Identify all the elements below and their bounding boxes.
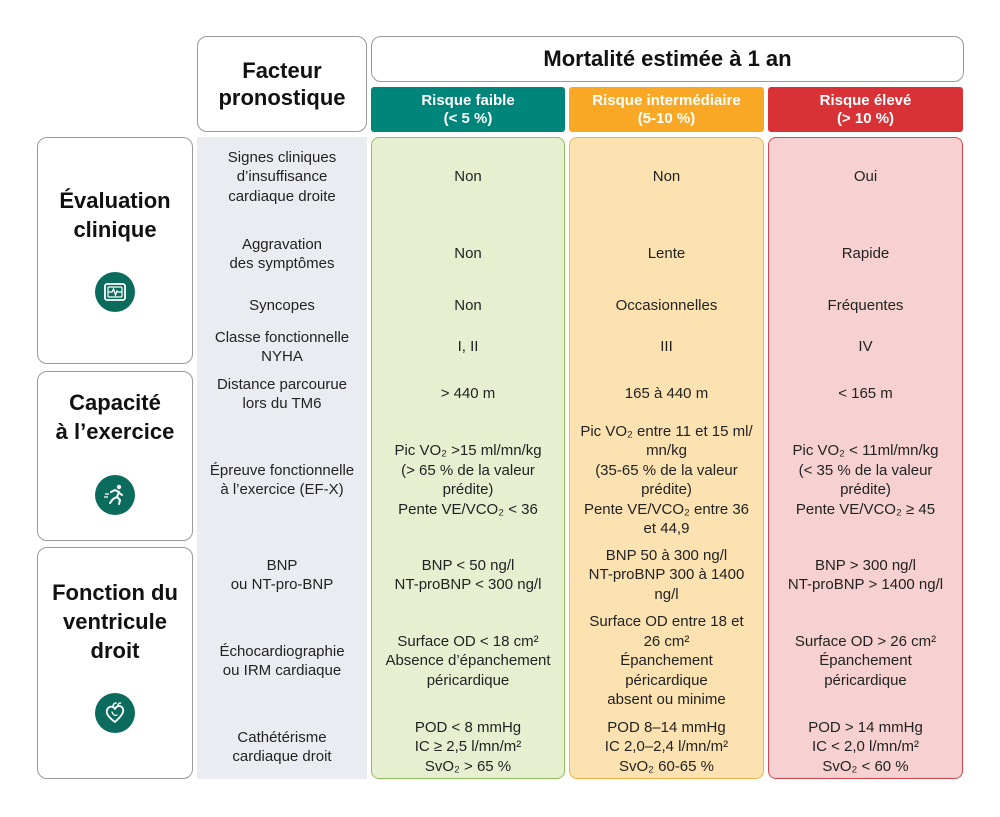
risk-low-cell: POD < 8 mmHg IC ≥ 2,5 l/mn/m² SvO₂ > 65 … [414, 718, 522, 775]
risk-intermediate-cell: POD 8–14 mmHg IC 2,0–2,4 l/mn/m² SvO₂ 60… [604, 718, 729, 775]
risk-intermediate-cell: III [660, 338, 673, 356]
factor-cell: Signes cliniques d’insuffisance cardiaqu… [227, 148, 337, 205]
risk-intermediate-cell: 165 à 440 m [624, 385, 709, 403]
risk-low-cell: Surface OD < 18 cm² Absence d’épanchemen… [385, 632, 551, 689]
risk-intermediate-cell: BNP 50 à 300 ng/l NT-proBNP 300 à 1400 n… [588, 546, 745, 603]
factor-cell: Échocardiographie ou IRM cardiaque [219, 642, 345, 680]
factor-column-header: Facteur pronostique [197, 36, 367, 132]
mortality-header: Mortalité estimée à 1 an [371, 36, 964, 82]
factor-column [197, 137, 367, 779]
risk-intermediate-label: Risque intermédiaire (5-10 %) [592, 91, 741, 127]
factor-cell: BNP ou NT-pro-BNP [230, 556, 334, 594]
risk-high-cell: Pic VO₂ < 11ml/mn/kg (< 35 % de la valeu… [792, 442, 939, 518]
risk-high-cell: POD > 14 mmHg IC < 2,0 l/mn/m² SvO₂ < 60… [808, 718, 923, 775]
risk-high-cell: BNP > 300 ng/l NT-proBNP > 1400 ng/l [787, 556, 944, 594]
risk-low-cell: BNP < 50 ng/l NT-proBNP < 300 ng/l [394, 556, 542, 594]
risk-low-cell: Non [454, 297, 482, 315]
category-exercise-capacity: Capacité à l’exercice [37, 371, 193, 541]
risk-low-cell: Non [454, 245, 482, 263]
risk-intermediate-cell: Non [652, 168, 681, 186]
risk-low-cell: > 440 m [440, 385, 496, 403]
mortality-header-label: Mortalité estimée à 1 an [543, 46, 792, 71]
heart-icon [95, 693, 135, 733]
risk-low-cell: Non [454, 168, 482, 186]
factor-cell: Cathétérisme cardiaque droit [232, 728, 332, 766]
risk-high-cell: IV [858, 338, 873, 356]
factor-cell: Syncopes [249, 297, 315, 315]
factor-header-label: Facteur pronostique [218, 58, 346, 110]
factor-cell: Épreuve fonctionnelle à l’exercice (EF-X… [209, 461, 355, 499]
runner-icon [95, 475, 135, 515]
risk-intermediate-header: Risque intermédiaire (5-10 %) [569, 87, 764, 132]
risk-low-cell: I, II [457, 338, 479, 356]
risk-high-cell: Surface OD > 26 cm² Épanchement péricard… [794, 632, 937, 689]
risk-intermediate-cell: Occasionnelles [615, 297, 718, 315]
risk-high-cell: Rapide [841, 245, 890, 263]
risk-low-column [371, 137, 565, 779]
risk-intermediate-cell: Pic VO₂ entre 11 et 15 ml/ mn/kg (35-65 … [580, 422, 753, 538]
category-right-ventricle-function: Fonction du ventricule droit [37, 547, 193, 779]
risk-low-label: Risque faible (< 5 %) [421, 91, 515, 127]
factor-cell: Classe fonctionnelle NYHA [214, 328, 350, 366]
risk-intermediate-column [569, 137, 764, 779]
category-clinical-evaluation: Évaluation clinique [37, 137, 193, 364]
risk-low-cell: Pic VO₂ >15 ml/mn/kg (> 65 % de la valeu… [394, 442, 542, 518]
risk-high-label: Risque élevé (> 10 %) [819, 91, 912, 127]
risk-high-cell: Fréquentes [827, 297, 904, 315]
risk-intermediate-cell: Surface OD entre 18 et 26 cm² Épanchemen… [589, 613, 744, 709]
risk-high-cell: Oui [853, 168, 878, 186]
category-title: Capacité à l’exercice [55, 390, 175, 444]
risk-low-header: Risque faible (< 5 %) [371, 87, 565, 132]
risk-high-column [768, 137, 963, 779]
risk-high-cell: < 165 m [838, 385, 893, 403]
category-title: Fonction du ventricule droit [52, 580, 178, 663]
risk-intermediate-cell: Lente [647, 245, 686, 263]
factor-cell: Distance parcourue lors du TM6 [216, 375, 348, 413]
factor-cell: Aggravation des symptômes [229, 235, 335, 273]
monitor-heartbeat-icon [95, 272, 135, 312]
risk-high-header: Risque élevé (> 10 %) [768, 87, 963, 132]
category-title: Évaluation clinique [59, 188, 171, 242]
